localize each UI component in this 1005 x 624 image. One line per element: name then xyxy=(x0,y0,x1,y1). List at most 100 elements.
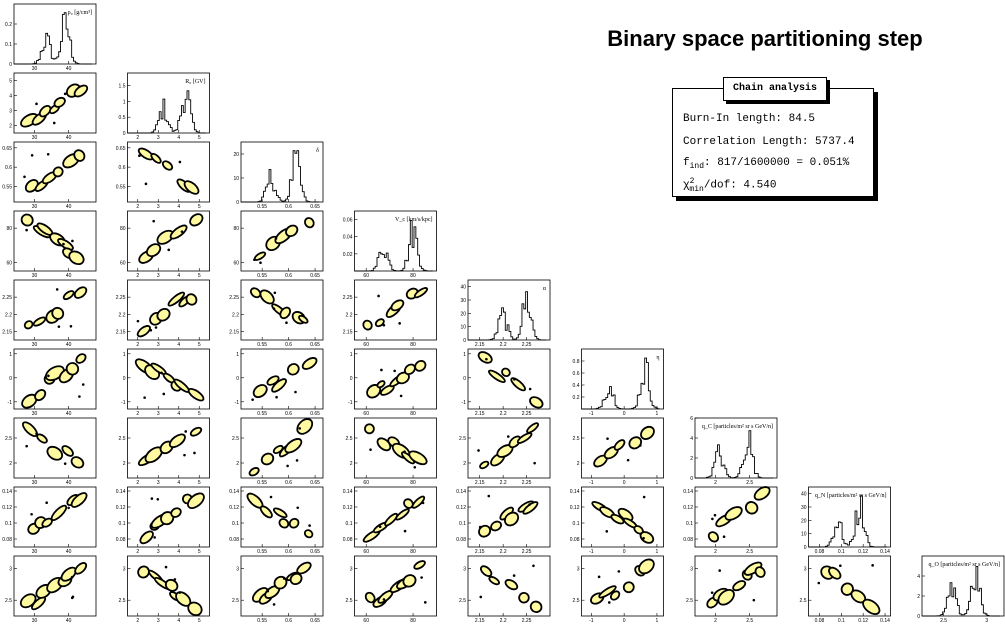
contour-blob xyxy=(288,517,300,529)
contour-blob xyxy=(259,505,273,519)
histogram-1 xyxy=(127,90,206,134)
contour-marker xyxy=(23,175,26,179)
contour-blob xyxy=(753,486,771,501)
parameter-label-7: q_N [particles/m² sr s GeV/n] xyxy=(815,493,886,499)
contour-blob xyxy=(260,452,275,466)
y-tick-label: 0 xyxy=(9,62,12,68)
contour-marker xyxy=(606,437,609,440)
x-tick-label: 2 xyxy=(136,411,139,417)
y-tick-label: 0.55 xyxy=(2,185,12,191)
contour-marker xyxy=(274,237,278,240)
contour-blob xyxy=(411,495,426,509)
y-tick-label: 0.14 xyxy=(229,489,239,495)
y-tick-label: 4 xyxy=(917,574,920,580)
contour-blob xyxy=(289,572,303,586)
contour-marker xyxy=(152,219,155,223)
x-tick-label: 3 xyxy=(157,549,160,555)
contour-marker xyxy=(272,603,276,606)
x-tick-label: 0.65 xyxy=(310,411,320,417)
contour-marker xyxy=(298,427,302,430)
y-tick-label: 2.5 xyxy=(232,598,239,604)
x-tick-label: 60 xyxy=(363,273,369,279)
contour-marker xyxy=(378,525,382,529)
contour-marker xyxy=(57,325,61,328)
y-tick-label: 2.5 xyxy=(573,598,580,604)
contour-marker xyxy=(52,121,56,125)
parameter-label-5: η xyxy=(656,355,659,361)
panel-frame xyxy=(354,210,437,272)
y-tick-label: 2.15 xyxy=(343,329,353,335)
y-tick-label: 0.14 xyxy=(570,489,580,495)
x-tick-label: 0.12 xyxy=(858,618,868,624)
y-tick-label: -1 xyxy=(121,400,126,406)
contour-blob xyxy=(249,287,262,299)
y-tick-label: 2.15 xyxy=(116,329,126,335)
contour-blob xyxy=(52,166,64,178)
contour-blob xyxy=(57,238,74,251)
x-tick-label: 2.5 xyxy=(940,618,947,624)
f-ind-label: f xyxy=(683,157,690,169)
y-tick-label: 80 xyxy=(6,226,12,232)
x-tick-label: -1 xyxy=(589,411,594,417)
y-tick-label: 0.2 xyxy=(573,395,580,401)
contour-marker xyxy=(69,324,73,328)
contour-marker xyxy=(485,357,488,361)
x-tick-label: 0.55 xyxy=(257,411,267,417)
y-tick-label: 3 xyxy=(690,567,693,573)
y-tick-label: 0 xyxy=(690,476,693,482)
histogram-6 xyxy=(694,430,773,479)
contour-blob xyxy=(70,456,85,469)
contour-blob xyxy=(622,581,635,594)
y-tick-label: 2 xyxy=(123,461,126,467)
contour-marker xyxy=(380,368,383,372)
contour-marker xyxy=(533,461,536,465)
x-tick-label: 2.25 xyxy=(522,411,532,417)
y-tick-label: 0.65 xyxy=(116,146,126,152)
panel-8-6: 2 2.5 2.5 3 xyxy=(686,555,778,624)
panel-4-1: 2 3 4 5 2.15 2.2 2.25 xyxy=(116,279,210,348)
y-tick-label: 0 xyxy=(463,376,466,382)
panel-1-0: 30 40 2 3 4 5 xyxy=(9,72,97,141)
contour-blob xyxy=(510,377,526,392)
contour-marker xyxy=(144,182,148,186)
contour-marker xyxy=(528,503,531,506)
y-tick-label: 0.1 xyxy=(686,521,693,527)
y-tick-label: 2 xyxy=(577,461,580,467)
y-tick-label: -1 xyxy=(8,400,13,406)
contour-blob xyxy=(137,565,150,579)
y-tick-label: 0.08 xyxy=(343,537,353,543)
x-tick-label: -1 xyxy=(589,549,594,555)
y-tick-label: 4 xyxy=(690,436,693,442)
panel-8-2: 0.55 0.6 0.65 2.5 3 xyxy=(232,555,324,624)
y-tick-label: 0.1 xyxy=(232,521,239,527)
y-tick-label: 2 xyxy=(350,461,353,467)
y-tick-label: 2.5 xyxy=(119,436,126,442)
contour-marker xyxy=(30,512,33,516)
x-tick-label: 0.6 xyxy=(285,204,292,210)
y-tick-label: 40 xyxy=(460,285,466,291)
contour-marker xyxy=(718,569,722,572)
x-tick-label: 2 xyxy=(136,273,139,279)
x-tick-label: 2.2 xyxy=(500,480,507,486)
f-ind-row: find: 817/1600000 = 0.051% xyxy=(683,157,849,171)
contour-blob xyxy=(516,432,533,444)
y-tick-label: 20 xyxy=(233,152,239,158)
x-tick-label: 30 xyxy=(32,273,38,279)
x-tick-label: 0.14 xyxy=(880,549,890,555)
x-tick-label: 2.15 xyxy=(475,411,485,417)
contour-blob xyxy=(187,601,203,617)
x-tick-label: 30 xyxy=(32,135,38,141)
x-tick-label: 2 xyxy=(714,480,717,486)
panel-8-7: 0.08 0.1 0.12 0.14 2.5 3 xyxy=(800,555,891,624)
x-tick-label: 2.5 xyxy=(746,549,753,555)
contour-blob xyxy=(259,289,275,305)
panel-6-2: 0.55 0.6 0.65 2 2.5 xyxy=(232,417,324,486)
x-tick-label: 40 xyxy=(66,273,72,279)
y-tick-label: 0 xyxy=(9,376,12,382)
x-tick-label: 2.15 xyxy=(475,618,485,624)
panel-2-0: 30 40 0.55 0.6 0.65 xyxy=(2,141,97,210)
contour-marker xyxy=(162,392,166,396)
x-tick-label: 2 xyxy=(714,618,717,624)
y-tick-label: 2 xyxy=(463,461,466,467)
y-tick-label: 2.5 xyxy=(800,598,807,604)
